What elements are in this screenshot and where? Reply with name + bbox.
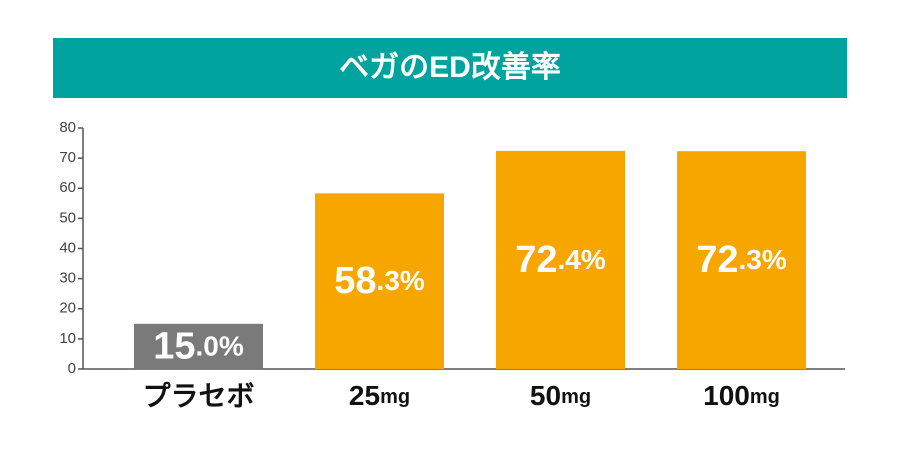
x-tick-label: プラセボ bbox=[142, 380, 254, 411]
y-tick-label: 40 bbox=[59, 239, 76, 256]
bar bbox=[677, 151, 806, 369]
y-tick-label: 30 bbox=[59, 270, 76, 287]
x-tick-label: 25mg bbox=[349, 380, 410, 411]
x-tick-label: 50mg bbox=[530, 380, 591, 411]
y-tick-label: 20 bbox=[59, 300, 76, 317]
chart-title: ベガのED改善率 bbox=[339, 51, 561, 84]
y-tick-label: 10 bbox=[59, 330, 76, 347]
bar bbox=[496, 150, 625, 369]
value-label: 58.3% bbox=[334, 260, 425, 302]
y-tick-label: 60 bbox=[59, 179, 76, 196]
title-banner bbox=[53, 38, 847, 98]
value-label: 72.3% bbox=[696, 239, 787, 281]
y-tick-label: 50 bbox=[59, 209, 76, 226]
value-label: 15.0% bbox=[153, 325, 244, 367]
y-tick-label: 80 bbox=[59, 119, 76, 136]
x-tick-label: 100mg bbox=[703, 380, 780, 411]
y-tick-label: 0 bbox=[68, 360, 76, 377]
y-tick-label: 70 bbox=[59, 149, 76, 166]
bar bbox=[134, 323, 263, 369]
value-label: 72.4% bbox=[515, 239, 606, 281]
bar bbox=[315, 193, 444, 369]
